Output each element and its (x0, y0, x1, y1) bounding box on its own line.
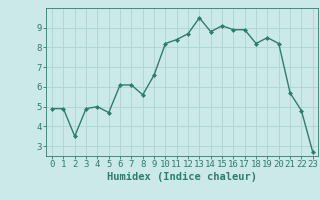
X-axis label: Humidex (Indice chaleur): Humidex (Indice chaleur) (108, 172, 257, 182)
